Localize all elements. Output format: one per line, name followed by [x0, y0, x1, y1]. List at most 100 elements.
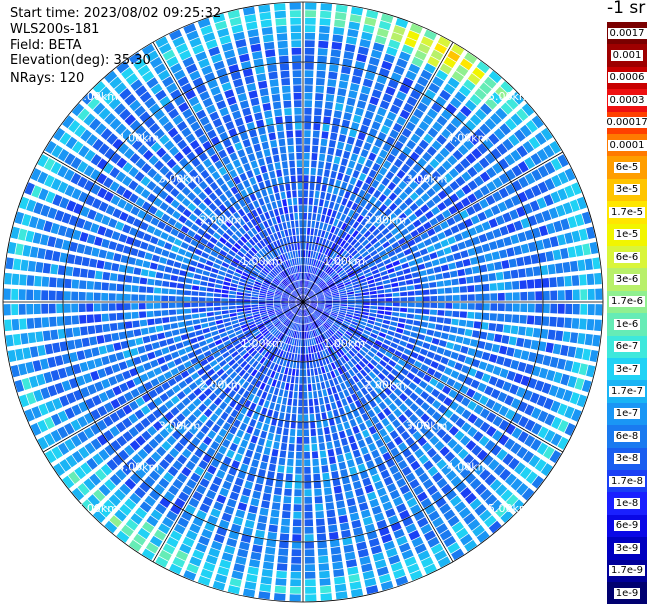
- beta-cell: [140, 269, 149, 277]
- beta-cell: [316, 382, 321, 391]
- beta-cell: [548, 207, 559, 220]
- beta-cell: [191, 308, 199, 313]
- beta-cell: [57, 265, 66, 276]
- beta-cell: [226, 179, 235, 189]
- beta-cell: [436, 347, 445, 355]
- beta-cell: [541, 209, 552, 222]
- beta-cell: [400, 302, 408, 307]
- beta-cell: [437, 202, 447, 212]
- beta-cell: [236, 298, 244, 302]
- beta-cell: [492, 162, 503, 174]
- beta-cell: [288, 303, 296, 305]
- beta-cell: [253, 267, 261, 274]
- beta-cell: [332, 294, 340, 298]
- beta-cell: [348, 90, 358, 99]
- beta-cell: [143, 233, 152, 242]
- beta-cell: [18, 304, 26, 315]
- beta-cell: [304, 309, 306, 317]
- colorbar-cell: 1e-5: [607, 223, 647, 246]
- beta-cell: [290, 17, 301, 25]
- beta-cell: [153, 295, 161, 301]
- beta-cell: [349, 337, 357, 344]
- beta-cell: [277, 313, 285, 318]
- beta-cell: [200, 358, 209, 367]
- beta-cell: [389, 430, 399, 440]
- beta-cell: [232, 257, 240, 265]
- beta-cell: [129, 472, 142, 485]
- beta-cell: [335, 148, 343, 157]
- beta-cell: [502, 212, 512, 223]
- beta-cell: [207, 129, 217, 139]
- beta-cell: [383, 198, 393, 207]
- beta-cell: [264, 320, 272, 326]
- beta-cell: [275, 331, 281, 338]
- beta-cell: [331, 386, 338, 394]
- beta-cell: [308, 346, 311, 354]
- beta-cell: [426, 108, 438, 120]
- beta-cell: [223, 209, 232, 218]
- beta-cell: [249, 275, 257, 281]
- beta-cell: [399, 202, 408, 211]
- beta-cell: [148, 438, 159, 449]
- beta-cell: [467, 227, 477, 237]
- beta-cell: [464, 329, 473, 337]
- beta-cell: [123, 293, 131, 301]
- beta-cell: [258, 346, 265, 354]
- beta-cell: [304, 122, 312, 130]
- beta-cell: [292, 190, 297, 198]
- beta-cell: [340, 260, 347, 267]
- beta-cell: [303, 297, 309, 302]
- beta-cell: [390, 227, 399, 236]
- beta-cell: [284, 481, 293, 489]
- beta-cell: [492, 402, 503, 413]
- beta-cell: [470, 379, 480, 389]
- beta-cell: [336, 246, 342, 254]
- beta-cell: [50, 413, 62, 426]
- beta-cell: [167, 235, 176, 244]
- beta-cell: [323, 341, 329, 348]
- beta-cell: [464, 539, 478, 552]
- beta-cell: [431, 259, 440, 267]
- beta-cell: [177, 315, 185, 321]
- beta-cell: [516, 386, 526, 398]
- beta-cell: [353, 313, 361, 317]
- beta-cell: [330, 242, 336, 250]
- beta-cell: [378, 573, 392, 584]
- beta-cell: [180, 333, 189, 341]
- beta-cell: [308, 243, 312, 251]
- beta-cell: [328, 456, 336, 465]
- beta-cell: [282, 293, 290, 297]
- beta-cell: [309, 282, 313, 289]
- beta-cell: [344, 225, 352, 233]
- beta-cell: [370, 333, 378, 339]
- beta-cell: [322, 350, 327, 358]
- beta-cell: [317, 390, 323, 398]
- beta-cell: [429, 217, 439, 227]
- beta-cell: [83, 427, 95, 439]
- beta-cell: [259, 306, 266, 309]
- beta-cell: [464, 238, 474, 248]
- beta-cell: [140, 327, 149, 335]
- beta-cell: [295, 451, 302, 459]
- beta-cell: [330, 194, 337, 202]
- beta-cell: [337, 358, 343, 367]
- beta-cell: [229, 371, 238, 379]
- beta-cell: [125, 236, 135, 246]
- beta-cell: [199, 382, 208, 392]
- beta-cell: [385, 46, 398, 57]
- beta-cell: [304, 70, 314, 78]
- beta-cell: [578, 228, 588, 241]
- beta-cell: [557, 188, 568, 201]
- beta-cell: [293, 85, 302, 93]
- beta-cell: [359, 396, 368, 405]
- beta-cell: [97, 405, 108, 417]
- beta-cell: [282, 199, 288, 207]
- beta-cell: [305, 316, 308, 324]
- beta-cell: [323, 487, 332, 496]
- beta-cell: [504, 198, 515, 209]
- beta-cell: [564, 275, 572, 287]
- beta-cell: [252, 288, 260, 293]
- beta-cell: [263, 400, 270, 409]
- beta-cell: [166, 337, 175, 345]
- beta-cell: [550, 303, 558, 314]
